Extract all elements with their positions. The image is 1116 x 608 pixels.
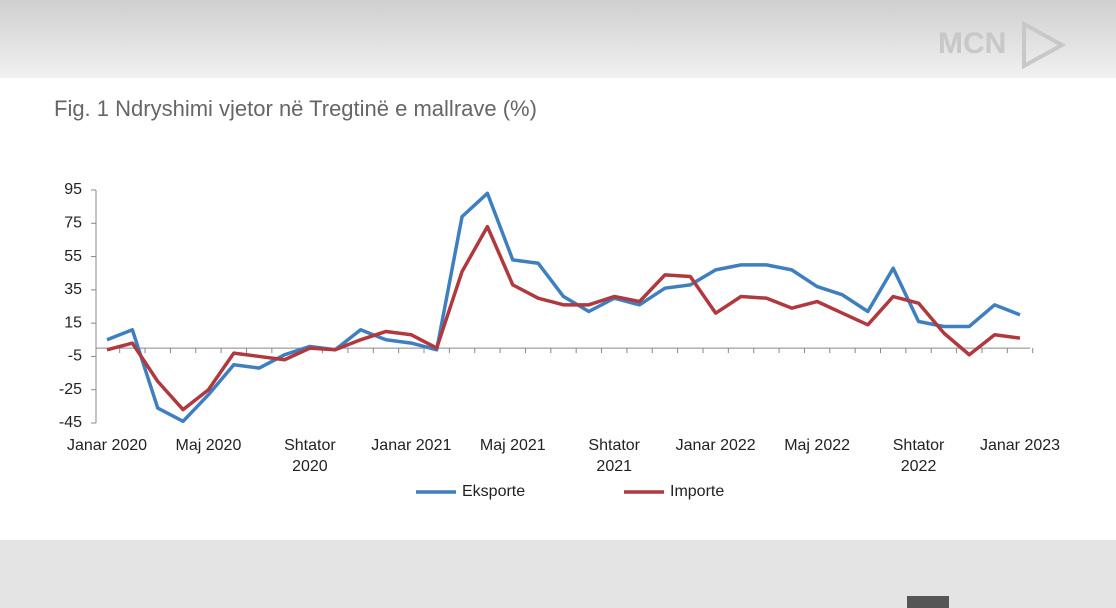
y-tick-label: -25 bbox=[59, 381, 82, 398]
series-line bbox=[106, 224, 1021, 412]
legend-label: Importe bbox=[670, 483, 724, 500]
x-tick-label: Shtator 2022 bbox=[893, 437, 945, 475]
top-band bbox=[0, 0, 1116, 80]
x-tick-label: Maj 2021 bbox=[480, 437, 546, 454]
y-tick-label: 95 bbox=[64, 181, 82, 198]
x-tick-label: Janar 2021 bbox=[371, 437, 451, 454]
chart-title: Fig. 1 Ndryshimi vjetor në Tregtinë e ma… bbox=[54, 96, 537, 121]
legend-label: Eksporte bbox=[462, 483, 525, 500]
corner-widget bbox=[907, 596, 949, 608]
x-tick-label: Janar 2022 bbox=[676, 437, 756, 454]
y-tick-label: -45 bbox=[59, 414, 82, 431]
x-tick-label: Shtator 2020 bbox=[284, 437, 336, 475]
logo-icon bbox=[1022, 20, 1067, 70]
x-tick-label: Janar 2023 bbox=[980, 437, 1060, 454]
y-tick-label: -5 bbox=[68, 348, 82, 365]
y-tick-label: 35 bbox=[64, 281, 82, 298]
x-tick-label: Maj 2020 bbox=[176, 437, 242, 454]
x-tick-label: Shtator 2021 bbox=[588, 437, 640, 475]
chart-background bbox=[0, 78, 1116, 540]
y-tick-label: 75 bbox=[64, 215, 82, 232]
y-tick-label: 55 bbox=[64, 248, 82, 265]
y-tick-label: 15 bbox=[64, 314, 82, 331]
x-tick-label: Maj 2022 bbox=[784, 437, 850, 454]
x-tick-label: Janar 2020 bbox=[67, 437, 147, 454]
series-line bbox=[106, 191, 1021, 424]
logo: MCN bbox=[938, 27, 1006, 60]
